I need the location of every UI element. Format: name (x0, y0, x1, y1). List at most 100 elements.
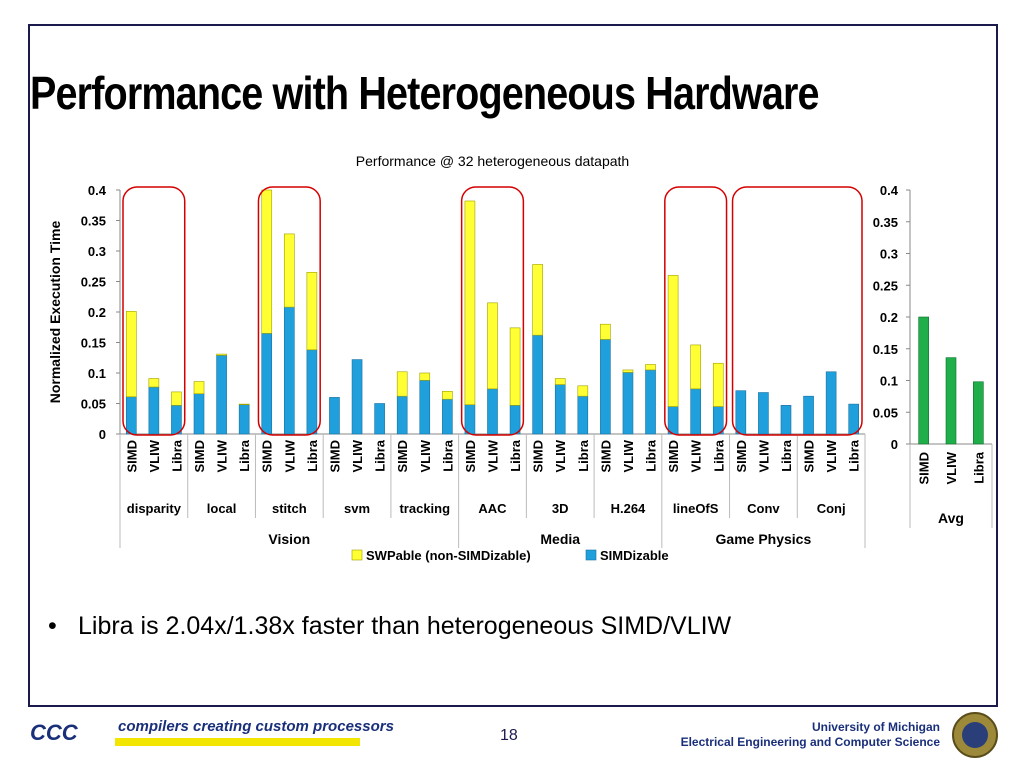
logo-underline (115, 738, 360, 746)
y-tick-label: 0.25 (81, 275, 106, 290)
x-bar-label: SIMD (260, 440, 275, 473)
bar-simdizable (758, 392, 769, 435)
bar-simdizable (171, 405, 182, 435)
x-bar-label: SIMD (395, 440, 410, 473)
avg-bar (918, 316, 929, 445)
bar-simdizable (148, 386, 160, 435)
x-bar-label: Libra (237, 439, 252, 472)
slide-border (28, 24, 998, 707)
benchmark-label: 3D (552, 501, 569, 516)
bar-simdizable (735, 390, 747, 435)
y-tick-label: 0.15 (81, 336, 106, 351)
x-bar-label: VLIW (486, 439, 501, 472)
x-bar-label: Libra (169, 439, 184, 472)
bar-simdizable (487, 388, 498, 435)
bar-simdizable (125, 396, 137, 435)
x-bar-label: SIMD (327, 440, 342, 473)
bar-simdizable (803, 395, 814, 435)
benchmark-label: Conv (747, 501, 780, 516)
bar-simdizable (532, 334, 543, 435)
slide-title: Performance with Heterogeneous Hardware (30, 67, 820, 119)
x-bar-label: Libra (779, 439, 794, 472)
y-tick-label: 0.2 (88, 305, 106, 320)
group-label: Game Physics (716, 531, 812, 547)
x-bar-label: SIMD (734, 440, 749, 473)
x-bar-label: VLIW (282, 439, 297, 472)
bar-swpable (487, 302, 498, 390)
university-seal-icon (952, 712, 998, 758)
bar-swpable (284, 233, 295, 308)
x-bar-label: SIMD (531, 440, 546, 473)
bar-simdizable (780, 405, 792, 435)
benchmark-label: Conj (817, 501, 846, 516)
bar-swpable (690, 344, 701, 390)
chart: Performance @ 32 heterogeneous datapath N… (47, 153, 993, 563)
y-tick-label: 0 (99, 427, 106, 442)
university-text: University of Michigan Electrical Engine… (681, 720, 940, 750)
bar-simdizable (622, 372, 634, 435)
avg-group-label: Avg (938, 510, 964, 526)
avg-bar-label: Libra (971, 451, 986, 484)
bar-simdizable (577, 395, 589, 435)
x-bar-label: SIMD (124, 440, 139, 473)
y-tick-label: 0.3 (88, 244, 106, 259)
x-bar-label: VLIW (621, 439, 636, 472)
benchmark-label: tracking (399, 501, 450, 516)
benchmark-label: H.264 (611, 501, 646, 516)
bar-simdizable (600, 339, 611, 435)
bar-swpable (464, 200, 476, 406)
bullet-dot: • (48, 612, 57, 640)
avg-bar-label: VLIW (944, 451, 959, 484)
avg-y-tick-label: 0.4 (880, 183, 899, 198)
highlight-box (257, 186, 321, 436)
legend-label-swpable: SWPable (non-SIMDizable) (366, 548, 531, 563)
bar-simdizable (554, 384, 566, 435)
bar-simdizable (464, 404, 476, 435)
x-bar-label: Libra (440, 439, 455, 472)
chart-title: Performance @ 32 heterogeneous datapath (356, 153, 629, 169)
x-bar-label: Libra (508, 439, 523, 472)
bar-simdizable (261, 333, 273, 435)
bar-swpable (193, 381, 205, 395)
x-bar-label: SIMD (802, 440, 817, 473)
group-label: Media (540, 531, 580, 547)
x-bar-label: SIMD (666, 440, 681, 473)
x-bar-label: Libra (644, 439, 659, 472)
bar-swpable (216, 353, 227, 356)
bar-swpable (171, 391, 182, 406)
avg-y-tick-label: 0.05 (873, 405, 898, 420)
y-tick-label: 0.05 (81, 397, 106, 412)
bar-swpable (125, 311, 137, 398)
x-bar-label: VLIW (418, 439, 433, 472)
bar-simdizable (712, 406, 724, 435)
avg-y-tick-label: 0.15 (873, 342, 898, 357)
bar-swpable (509, 327, 521, 406)
bar-swpable (261, 189, 273, 334)
bar-simdizable (667, 406, 679, 435)
bar-simdizable (825, 371, 837, 435)
y-tick-label: 0.1 (88, 366, 106, 381)
legend-swatch-swpable (351, 549, 363, 561)
bar-swpable (554, 378, 566, 385)
x-bar-label: Libra (847, 439, 862, 472)
bar-simdizable (848, 403, 860, 435)
university-name: University of Michigan (811, 720, 940, 734)
bullet-item: • Libra is 2.04x/1.38x faster than hetero… (48, 612, 731, 641)
x-bar-label: SIMD (463, 440, 478, 473)
bar-swpable (306, 272, 318, 351)
legend-swatch-simdizable (585, 549, 597, 561)
ccc-logo: CCC (30, 720, 78, 745)
avg-y-tick-label: 0.3 (880, 247, 898, 262)
avg-y-tick-label: 0 (891, 437, 898, 452)
bar-swpable (442, 390, 453, 400)
avg-y-tick-label: 0.1 (880, 374, 898, 389)
bar-swpable (532, 264, 543, 336)
bar-swpable (712, 362, 724, 407)
x-bar-label: Libra (711, 439, 726, 472)
group-label: Vision (268, 531, 310, 547)
bar-simdizable (396, 395, 408, 435)
bar-simdizable (645, 369, 656, 435)
legend-label-simdizable: SIMDizable (600, 548, 669, 563)
bar-swpable (148, 378, 160, 388)
bar-swpable (645, 364, 656, 371)
